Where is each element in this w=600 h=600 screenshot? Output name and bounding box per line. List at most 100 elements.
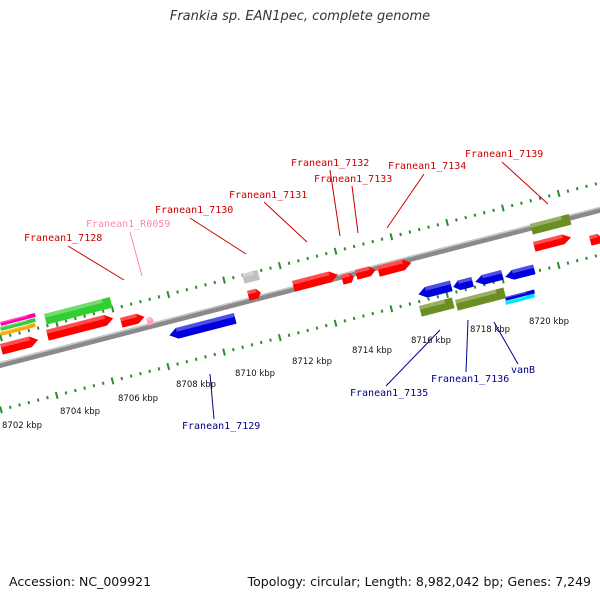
forward-tick [176, 290, 179, 294]
forward-gene[interactable] [589, 233, 600, 246]
gene-label-franean1_7130[interactable]: Franean1_7130 [155, 205, 233, 216]
reverse-tick [538, 268, 542, 273]
reverse-tick [259, 340, 263, 345]
reverse-tick [92, 384, 96, 388]
forward-tick [556, 189, 561, 198]
scale-label: 8704 kbp [60, 407, 100, 417]
label-leader-line [386, 173, 425, 229]
gene-label-franean1_7139[interactable]: Franean1_7139 [465, 149, 543, 160]
gene-label-franean1_7128[interactable]: Franean1_7128 [24, 233, 102, 244]
reverse-gene[interactable] [504, 264, 536, 281]
forward-tick [510, 203, 514, 208]
label-leader-line [351, 185, 359, 234]
forward-gene[interactable] [44, 296, 113, 325]
forward-tick [333, 247, 338, 255]
forward-gene[interactable] [120, 312, 146, 328]
reverse-tick [129, 374, 133, 378]
forward-tick [83, 314, 86, 318]
reverse-gene[interactable] [419, 297, 455, 317]
forward-tick [18, 331, 21, 335]
reverse-tick [417, 299, 421, 304]
gene-label-franean1_7131[interactable]: Franean1_7131 [229, 190, 307, 201]
forward-tick [520, 201, 523, 205]
forward-tick [585, 184, 588, 189]
misc-feature[interactable] [504, 293, 536, 305]
reverse-gene[interactable] [474, 269, 504, 287]
forward-tick [120, 304, 124, 309]
forward-tick [204, 283, 207, 287]
gene-label-vanb[interactable]: vanB [511, 365, 535, 376]
forward-tick [371, 239, 375, 244]
reverse-tick [408, 302, 412, 306]
forward-gene[interactable] [530, 213, 572, 235]
scale-label: 8708 kbp [176, 380, 216, 390]
label-leader-line [385, 329, 441, 387]
label-leader-line [189, 217, 247, 255]
forward-gene[interactable] [46, 313, 115, 341]
forward-gene[interactable] [341, 272, 355, 285]
reverse-tick [324, 323, 328, 328]
forward-tick [101, 309, 105, 314]
forward-gene[interactable] [533, 232, 572, 252]
forward-tick [362, 242, 365, 246]
scale-label: 8712 kbp [292, 357, 332, 367]
gene-label-franean1_7134[interactable]: Franean1_7134 [388, 161, 466, 172]
gene-label-franean1_7133[interactable]: Franean1_7133 [314, 174, 392, 185]
reverse-gene[interactable] [452, 276, 474, 292]
reverse-gene[interactable] [455, 287, 507, 311]
forward-tick [436, 223, 440, 227]
reverse-tick [585, 256, 588, 261]
gene-label-franean1_7129[interactable]: Franean1_7129 [182, 421, 260, 432]
reverse-tick [277, 334, 282, 342]
reverse-tick [566, 261, 570, 265]
reverse-tick [333, 319, 338, 327]
reverse-tick [455, 290, 458, 294]
reverse-gene[interactable] [417, 280, 453, 299]
forward-tick [213, 280, 217, 285]
reverse-tick [194, 357, 198, 361]
misc-feature[interactable] [504, 289, 536, 301]
misc-feature[interactable] [0, 322, 36, 336]
forward-tick [380, 237, 384, 241]
gene-block[interactable] [242, 269, 260, 284]
rna-gene[interactable] [146, 316, 155, 326]
misc-feature[interactable] [504, 285, 536, 297]
misc-feature[interactable] [0, 317, 36, 331]
gene-label-franean1_r0059[interactable]: Franean1_R0059 [86, 219, 170, 230]
reverse-tick [54, 391, 59, 399]
forward-gene[interactable] [377, 257, 413, 277]
forward-tick [0, 334, 3, 342]
reverse-tick [352, 316, 356, 321]
reverse-tick [250, 343, 254, 347]
genome-summary-text: Topology: circular; Length: 8,982,042 bp… [247, 574, 591, 589]
reverse-tick [556, 261, 561, 270]
forward-gene[interactable] [292, 269, 339, 292]
forward-tick [352, 244, 356, 249]
forward-tick [464, 215, 468, 220]
forward-tick [73, 316, 77, 321]
forward-tick [575, 187, 579, 191]
reverse-tick [575, 259, 579, 263]
forward-tick [222, 276, 226, 284]
gene-label-franean1_7136[interactable]: Franean1_7136 [431, 374, 509, 385]
forward-gene[interactable] [247, 288, 262, 301]
forward-gene[interactable] [0, 334, 40, 355]
reverse-tick [231, 347, 235, 352]
reverse-tick [287, 333, 291, 337]
forward-tick [27, 328, 31, 333]
forward-tick [473, 213, 477, 217]
reverse-tick [371, 311, 375, 316]
forward-tick [389, 233, 394, 241]
label-leader-line [329, 169, 341, 237]
misc-feature[interactable] [0, 312, 36, 326]
reverse-tick [36, 398, 40, 402]
gene-label-franean1_7135[interactable]: Franean1_7135 [350, 388, 428, 399]
forward-gene[interactable] [355, 265, 377, 280]
reverse-tick [222, 348, 226, 356]
gene-label-franean1_7132[interactable]: Franean1_7132 [291, 158, 369, 169]
reverse-tick [101, 381, 105, 386]
forward-tick [269, 266, 272, 270]
reverse-gene[interactable] [168, 312, 237, 341]
reverse-tick [185, 359, 189, 364]
accession-text: Accession: NC_009921 [9, 574, 152, 589]
